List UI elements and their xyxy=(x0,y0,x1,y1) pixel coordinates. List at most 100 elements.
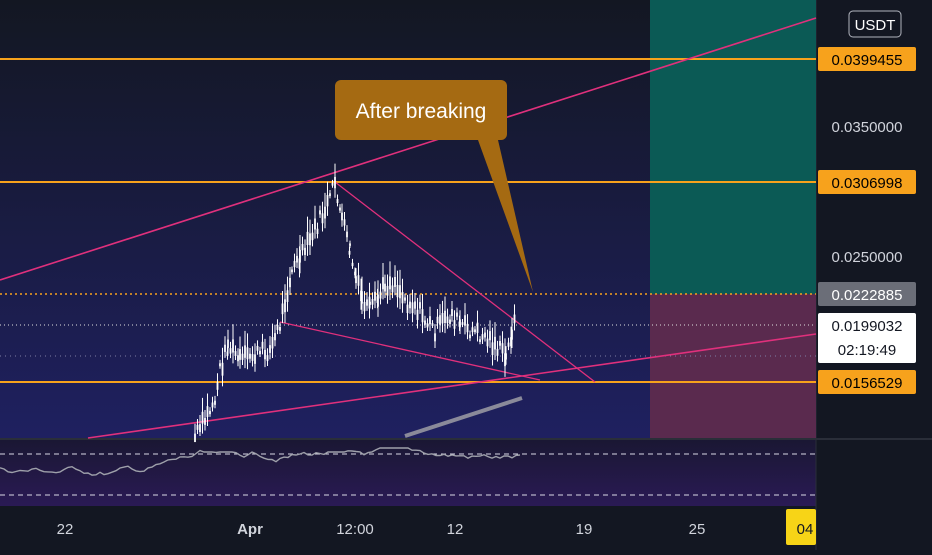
candle-body xyxy=(196,424,199,430)
candle-body xyxy=(244,345,246,358)
candle-body xyxy=(316,228,319,234)
candle-body xyxy=(369,301,371,305)
time-tick-apr: Apr xyxy=(237,521,263,538)
callout-pointer xyxy=(478,140,533,292)
candle-body xyxy=(264,349,266,360)
current-price-label: 0.0199032 xyxy=(832,318,903,335)
candle-body xyxy=(419,302,421,309)
candle-body xyxy=(496,348,499,356)
candle-body xyxy=(293,260,296,268)
candle-body xyxy=(501,343,504,354)
time-axis[interactable] xyxy=(0,506,932,550)
candle-body xyxy=(377,294,379,307)
candle-body xyxy=(371,299,374,305)
candle-body xyxy=(237,355,239,362)
candle-body xyxy=(374,291,376,301)
time-tick-12: 12 xyxy=(447,521,464,538)
time-tick-22: 22 xyxy=(57,521,74,538)
candle-body xyxy=(464,315,466,326)
candle-body xyxy=(286,290,289,302)
candle-body xyxy=(331,182,334,186)
candle-body xyxy=(334,176,336,189)
candle-body xyxy=(461,322,464,325)
candle-body xyxy=(296,255,298,263)
price-axis[interactable] xyxy=(816,0,932,506)
current-price-badge[interactable] xyxy=(818,313,916,363)
candle-body xyxy=(426,323,429,328)
price-tick-1: 0.0350000 xyxy=(832,119,903,136)
candle-body xyxy=(211,402,214,408)
candle-body xyxy=(206,406,209,417)
candle-body xyxy=(291,269,293,273)
candle-body xyxy=(254,354,256,364)
candle-body xyxy=(384,283,386,292)
candle-body xyxy=(479,339,481,342)
candle-body xyxy=(459,319,461,328)
candle-body xyxy=(511,329,513,340)
candle-body xyxy=(339,207,341,211)
candle-body xyxy=(299,249,301,263)
candle-body xyxy=(466,323,469,333)
candle-body xyxy=(301,243,304,251)
candle-body xyxy=(469,334,471,339)
candle-body xyxy=(326,194,329,207)
oscillator-line[interactable] xyxy=(0,447,521,476)
candle-body xyxy=(357,275,360,286)
candle-body xyxy=(324,206,326,219)
candle-body xyxy=(386,285,389,296)
candle-body xyxy=(229,348,232,354)
candle-body xyxy=(421,309,424,323)
lower-channel-trendline[interactable] xyxy=(87,333,817,439)
candle-body xyxy=(507,342,510,347)
candle-body xyxy=(476,322,479,333)
candle-body xyxy=(241,353,244,360)
wedge-lower-trendline[interactable] xyxy=(279,321,541,381)
candle-body xyxy=(389,276,391,290)
candle-body xyxy=(444,310,446,323)
candle-body xyxy=(409,301,411,309)
support-badge[interactable] xyxy=(818,370,916,394)
countdown-label: 02:19:49 xyxy=(838,342,896,359)
candle-body xyxy=(349,243,351,246)
oscillator-pane[interactable] xyxy=(0,440,816,506)
resistance-mid-badge[interactable] xyxy=(818,170,916,194)
candle-body xyxy=(504,353,506,367)
currency-badge[interactable] xyxy=(848,10,902,38)
candle-body xyxy=(355,276,357,284)
candle-body xyxy=(219,363,221,367)
candle-body xyxy=(256,345,259,351)
candle-body xyxy=(348,250,351,255)
candle-body xyxy=(411,302,414,314)
candle-body xyxy=(404,297,406,301)
candle-body xyxy=(214,400,216,405)
resistance-high-badge[interactable] xyxy=(818,47,916,71)
candle-body xyxy=(451,309,453,316)
candle-body xyxy=(456,312,458,317)
candle-body xyxy=(436,316,439,324)
upper-channel-trendline[interactable] xyxy=(0,17,817,281)
candle-body xyxy=(481,334,484,340)
annotation-callout[interactable]: After breaking xyxy=(335,80,533,292)
candle-body xyxy=(251,354,254,361)
candle-body xyxy=(424,320,426,325)
time-tick-25: 25 xyxy=(689,521,706,538)
candle-body xyxy=(431,323,434,326)
candle-body xyxy=(274,333,276,341)
candle-body xyxy=(266,355,269,362)
resistance-mid-label: 0.0306998 xyxy=(832,175,903,192)
current-date-badge[interactable] xyxy=(786,509,816,545)
candle-body xyxy=(234,351,237,356)
stop-zone[interactable] xyxy=(650,294,816,438)
candle-body xyxy=(471,327,474,333)
candle-body xyxy=(199,424,201,433)
candle-body xyxy=(446,316,449,324)
entry-badge[interactable] xyxy=(818,282,916,306)
wedge-upper-trendline[interactable] xyxy=(334,181,596,383)
candle-body xyxy=(361,291,363,304)
candle-body xyxy=(510,337,512,347)
candle-body xyxy=(489,331,491,341)
target-zone[interactable] xyxy=(650,0,816,294)
projection-arrow-line[interactable] xyxy=(404,396,523,438)
price-tick-2: 0.0250000 xyxy=(832,249,903,266)
